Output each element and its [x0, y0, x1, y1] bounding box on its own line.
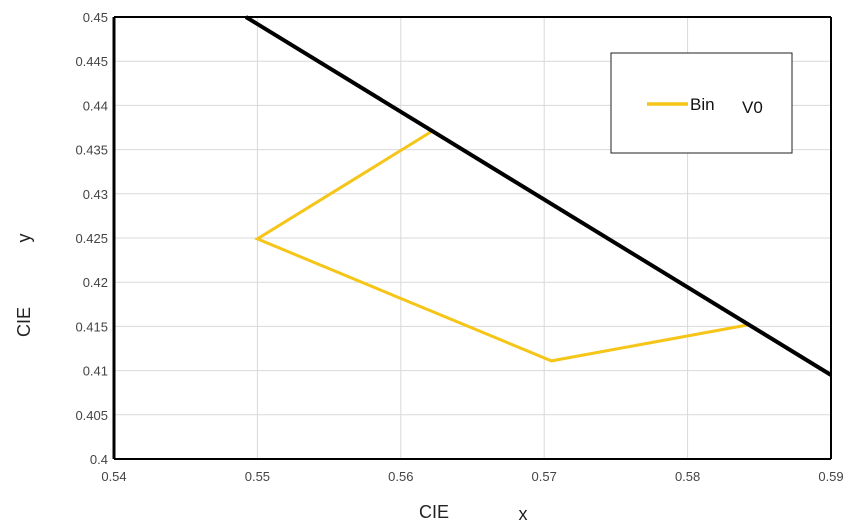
- y-axis-label-cie: CIE: [14, 307, 34, 337]
- y-tick-label: 0.42: [83, 275, 108, 290]
- x-axis-label-x: x: [519, 504, 528, 524]
- series-layer: [244, 15, 833, 377]
- y-tick-label: 0.44: [83, 98, 108, 113]
- x-axis-label-cie: CIE: [419, 502, 449, 522]
- legend-label-v0: V0: [742, 98, 763, 117]
- x-tick-label: 0.55: [245, 469, 270, 484]
- x-tick-labels: 0.54 0.55 0.56 0.57 0.58 0.59: [101, 469, 843, 484]
- y-tick-label: 0.41: [83, 364, 108, 379]
- y-tick-labels: 0.4 0.405 0.41 0.415 0.42 0.425 0.43 0.435 0.44 0…: [75, 10, 108, 467]
- legend: Bin V0: [610, 52, 793, 154]
- x-tick-label: 0.54: [101, 469, 126, 484]
- y-tick-label: 0.415: [75, 319, 108, 334]
- x-tick-label: 0.59: [818, 469, 843, 484]
- y-tick-label: 0.45: [83, 10, 108, 25]
- plot-frame: [112, 16, 832, 460]
- x-tick-label: 0.56: [388, 469, 413, 484]
- y-tick-label: 0.43: [83, 187, 108, 202]
- series-boundary-line: [244, 15, 833, 377]
- x-tick-label: 0.57: [532, 469, 557, 484]
- y-tick-label: 0.405: [75, 408, 108, 423]
- y-tick-label: 0.4: [90, 452, 108, 467]
- legend-label-bin: Bin: [690, 95, 715, 114]
- y-tick-label: 0.425: [75, 231, 108, 246]
- y-axis-label-y: y: [14, 234, 34, 243]
- y-tick-label: 0.445: [75, 54, 108, 69]
- x-tick-label: 0.58: [675, 469, 700, 484]
- y-tick-label: 0.435: [75, 143, 108, 158]
- series-bin-v0-line: [254, 130, 750, 363]
- legend-box: [610, 52, 793, 154]
